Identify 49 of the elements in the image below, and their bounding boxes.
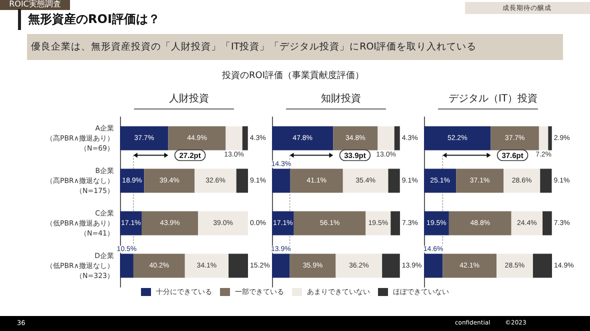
- bar: [226, 126, 242, 150]
- bar: [496, 254, 533, 278]
- bar: [290, 168, 343, 193]
- bar: [424, 168, 456, 193]
- chart-title: 知財投資: [321, 92, 361, 104]
- bar: [394, 126, 400, 150]
- bar: [342, 168, 388, 193]
- bar: [272, 254, 290, 278]
- chart-title: 人財投資: [169, 92, 209, 104]
- bar: [142, 211, 198, 236]
- bar: [366, 211, 391, 236]
- text: 無形資産のROI評価は？: [27, 12, 160, 26]
- bar: [448, 211, 512, 236]
- bar: [424, 211, 449, 236]
- text: ROIC実態調査: [9, 0, 61, 8]
- bar: [228, 254, 248, 278]
- bar: [382, 254, 400, 278]
- bar: [511, 211, 543, 236]
- bar: [548, 126, 552, 150]
- bar: [456, 168, 504, 193]
- chart-title: デジタル（IT）投資: [448, 92, 538, 104]
- bar: [184, 254, 229, 278]
- bar: [242, 126, 248, 150]
- bar: [442, 254, 497, 278]
- bar: [540, 168, 552, 193]
- bar: [272, 126, 334, 150]
- bar: [144, 168, 195, 193]
- bar: [388, 168, 400, 193]
- bar: [272, 168, 290, 193]
- bar: [424, 254, 443, 278]
- bar: [120, 126, 168, 150]
- bar: [198, 211, 248, 236]
- bar: [504, 168, 540, 193]
- bar: [120, 211, 142, 236]
- bar: [194, 168, 236, 193]
- bar: [538, 126, 548, 150]
- bar: [424, 126, 491, 150]
- bar: [290, 254, 336, 278]
- text: 投資のROI評価（事業貢献度評価）: [221, 70, 364, 81]
- bar: [133, 254, 185, 278]
- bar: [390, 211, 400, 236]
- bar: [532, 254, 552, 278]
- bar: [272, 211, 294, 236]
- bar: [378, 126, 394, 150]
- bar: [542, 211, 552, 236]
- text: 優良企業は、無形資産投資の「人財投資」「IT投資」「デジタル投資」にROI評価を取り入れている: [31, 40, 476, 52]
- bar: [236, 168, 248, 193]
- bar: [294, 211, 366, 236]
- bar: [336, 254, 382, 278]
